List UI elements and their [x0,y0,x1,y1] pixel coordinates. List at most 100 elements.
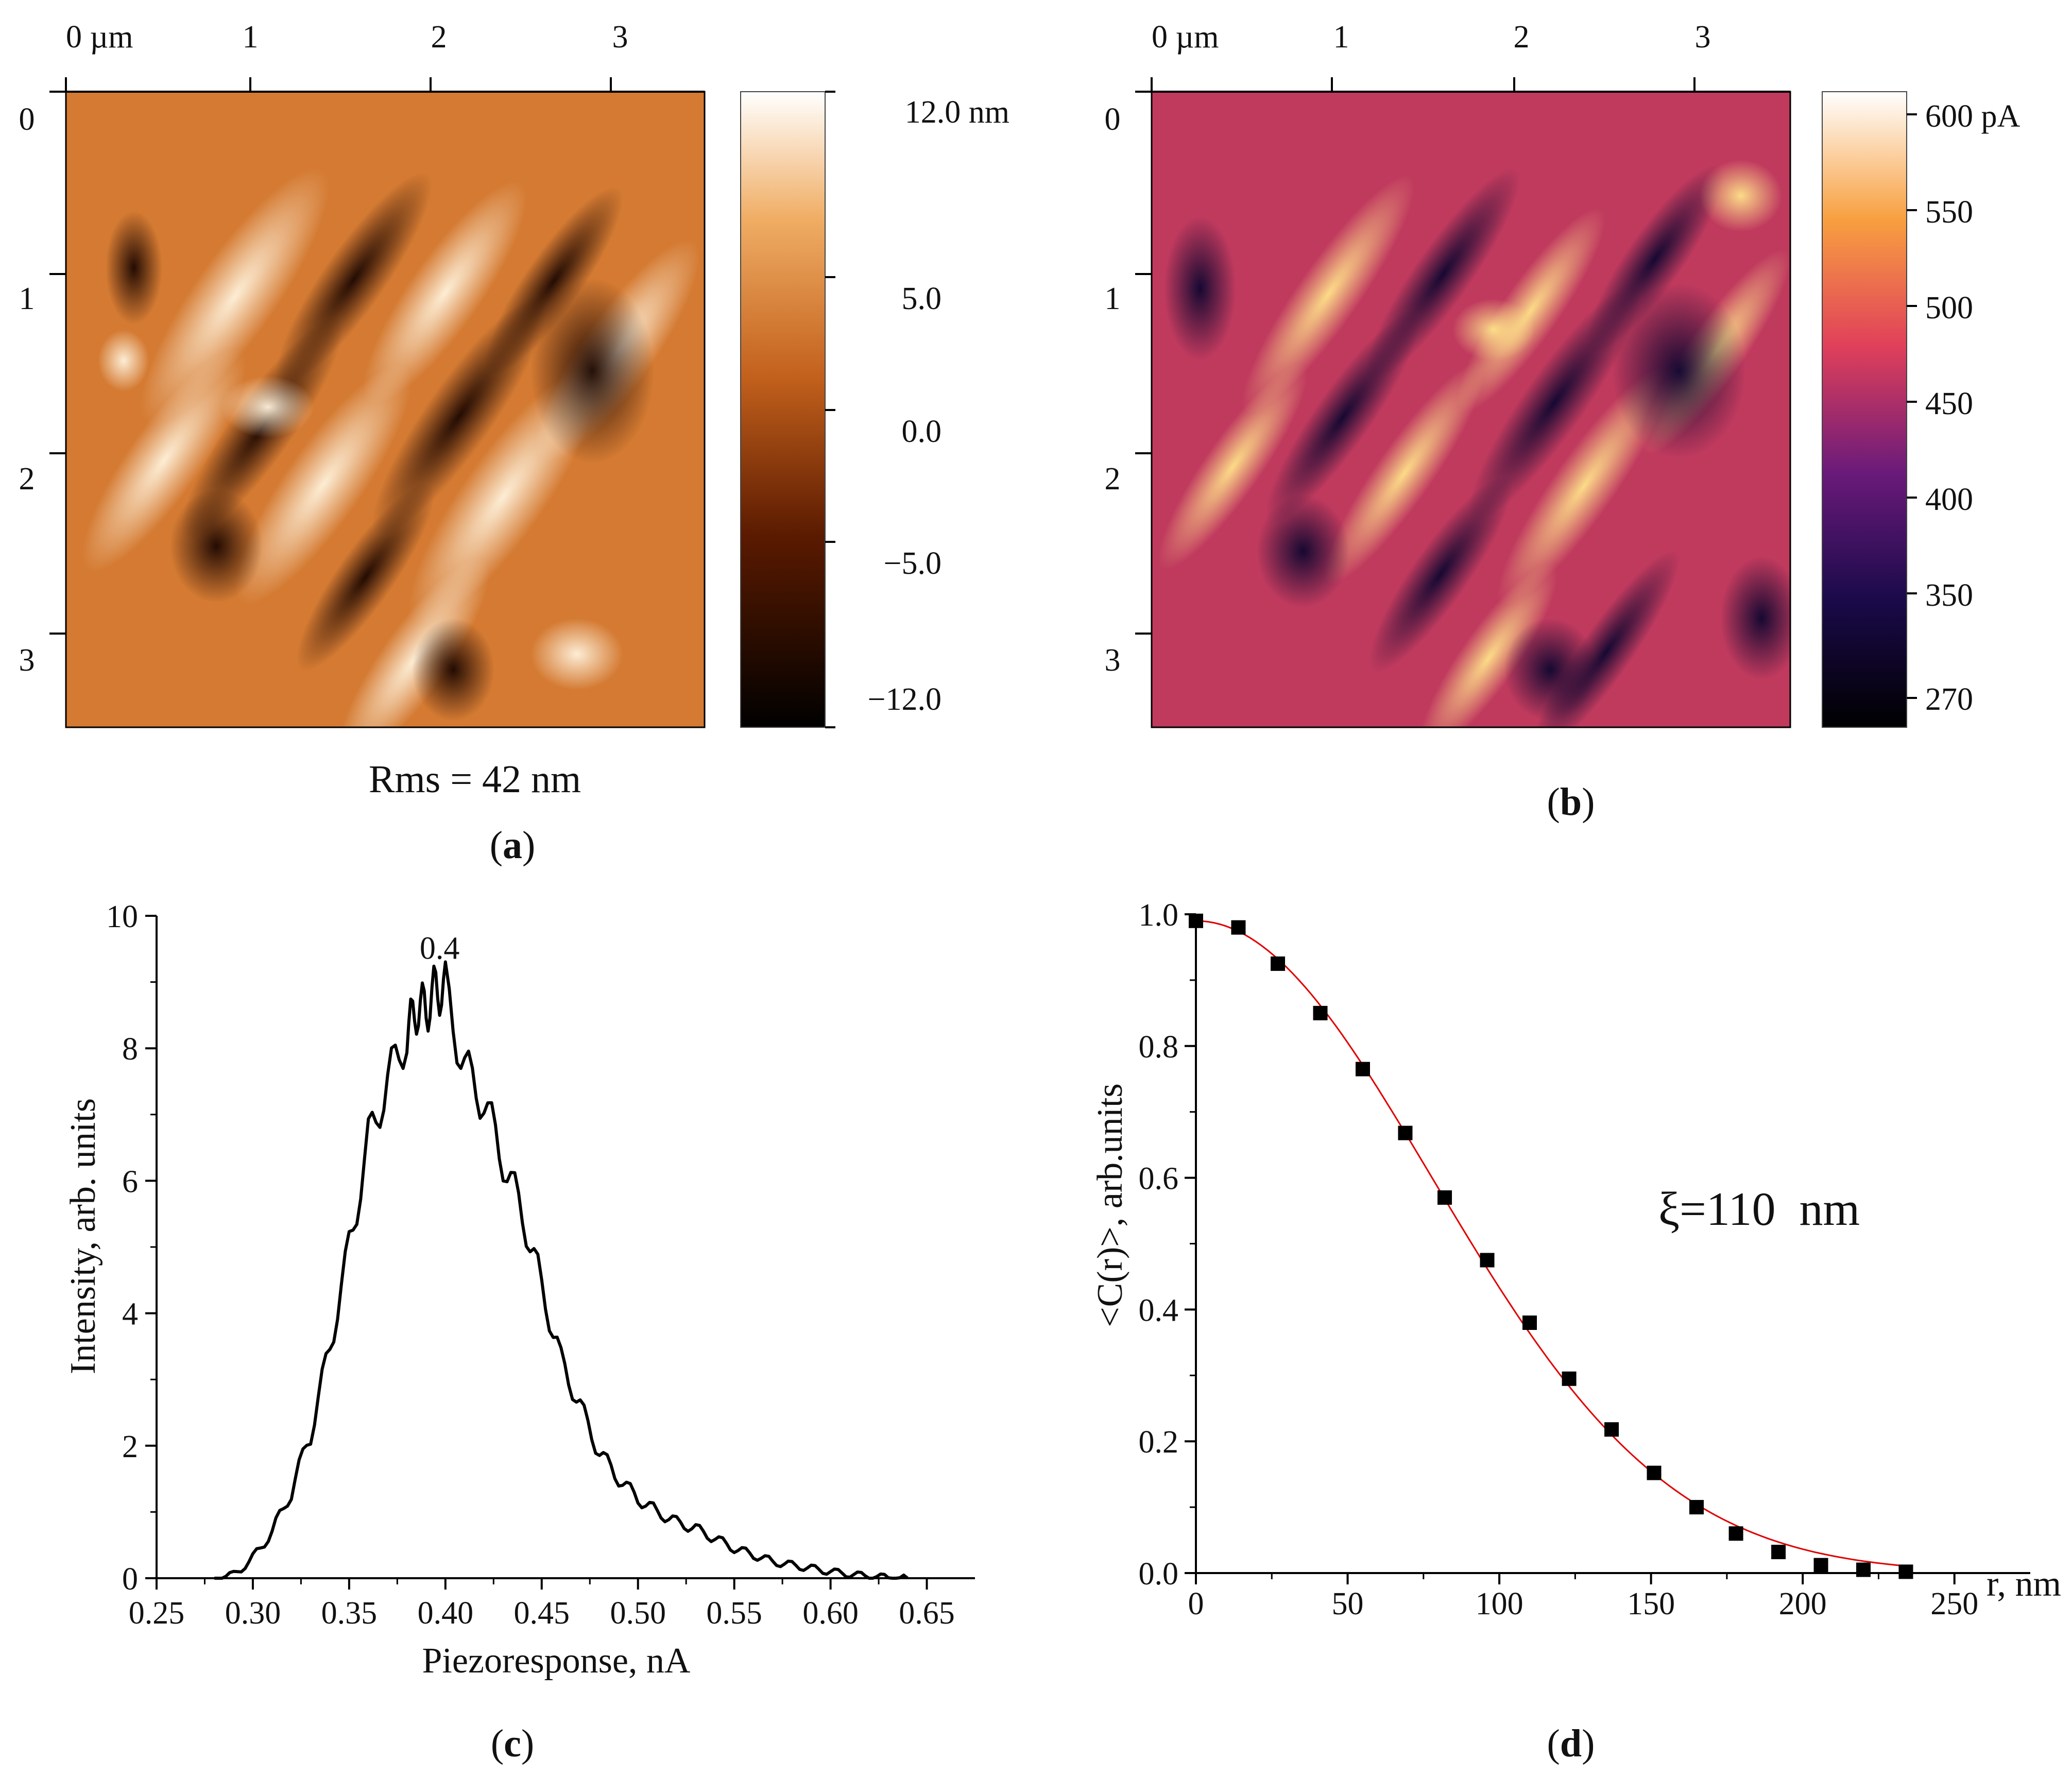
panel-d-caption-letter: d [1560,1722,1582,1765]
panel-d-y-tick-label: 0.2 [1139,1425,1179,1460]
panel-b-caption: (b) [1547,780,1595,824]
panel-c-axes: 0.25 0.30 0.35 0.40 0.45 0.50 0.55 0.60 0.65 0 2 4 6… [106,899,975,1631]
panel-b-colorbar-label: 600 pA [1925,99,2020,134]
panel-c-histogram: 0.25 0.30 0.35 0.40 0.45 0.50 0.55 0.60 0.65 0 2 4 6… [63,899,975,1765]
panel-c-y-tick-label: 6 [122,1164,138,1199]
panel-c-x-tick-label: 0.25 [129,1596,185,1631]
panel-d-y-tick-label: 0.8 [1139,1030,1179,1065]
panel-a-y-tick-label: 1 [19,281,35,316]
panel-a-topography-map: 0 µm 1 2 3 0 1 2 3 12.0 nm 5.0 0.0 −5.0 … [19,20,1010,867]
panel-d-data-point [1604,1422,1619,1437]
panel-b-colorbar-ticks [1907,113,1917,699]
panel-c-caption-letter: c [504,1722,521,1765]
panel-d-y-tick-label: 0.6 [1139,1162,1179,1197]
panel-d-data-point [1689,1500,1704,1515]
panel-c-y-tick-label: 8 [122,1032,138,1067]
panel-b-top-ticks [1151,77,1790,93]
panel-c-x-tick-label: 0.50 [610,1596,666,1631]
panel-a-caption-letter: a [503,824,522,867]
panel-c-x-tick-label: 0.30 [225,1596,281,1631]
panel-d-data-point [1437,1190,1452,1205]
panel-d-data-point [1398,1125,1413,1140]
panel-b-colorbar-label: 550 [1925,195,1973,230]
panel-d-axes: 0 50 100 150 200 250 0.0 0.2 0.4 0.6 0.8 1.0 [1139,898,2030,1621]
panel-c-y-axis-label: Intensity, arb. units [63,1098,103,1374]
panel-a-rms-annotation: Rms = 42 nm [369,758,581,801]
panel-d-data-point [1522,1315,1537,1330]
panel-a-y-tick-label: 3 [19,643,35,678]
panel-a-colorbar [740,91,826,728]
panel-b-caption-letter: b [1560,780,1582,824]
panel-a-y-tick-label: 0 [19,102,35,137]
panel-d-data-point [1813,1558,1828,1573]
panel-b-colorbar-label: 500 [1925,291,1973,326]
panel-a-colorbar-label: 0.0 [902,414,942,449]
panel-d-x-tick-label: 0 [1188,1586,1204,1621]
panel-a-caption: (a) [490,824,536,867]
panel-d-data-point [1771,1545,1786,1560]
panel-c-peak-annotation: 0.4 [420,931,460,966]
panel-d-data-point [1728,1526,1743,1541]
panel-a-y-tick-label: 2 [19,462,35,497]
panel-d-x-tick-label: 200 [1779,1586,1827,1621]
panel-c-caption: (c) [491,1722,534,1765]
panel-b-colorbar-label: 400 [1925,482,1973,517]
panel-b-x-unit-label: 0 µm [1152,20,1219,55]
panel-a-x-unit-label: 0 µm [66,20,133,55]
panel-b-y-tick-label: 0 [1105,102,1121,137]
panel-b-colorbar-label: 270 [1925,682,1973,717]
panel-d-x-tick-label: 250 [1930,1586,1978,1621]
panel-a-colorbar-label: −5.0 [884,546,941,581]
panel-b-x-tick-label: 1 [1333,20,1349,55]
panel-d-data-point [1647,1465,1662,1480]
panel-b-y-tick-label: 2 [1105,462,1121,497]
panel-a-x-tick-label: 1 [243,20,259,55]
panel-a-colorbar-ticks [825,91,835,728]
panel-d-x-tick-label: 100 [1476,1586,1523,1621]
panel-d-fit-curve [1195,920,1906,1567]
panel-d-y-tick-label: 0.4 [1139,1293,1179,1328]
panel-b-current-map: 0 µm 1 2 3 0 1 2 3 600 pA 550 500 450 40… [1105,20,2020,824]
panel-c-x-tick-label: 0.55 [706,1596,762,1631]
panel-c-x-tick-label: 0.35 [321,1596,378,1631]
panel-b-colorbar-label: 450 [1925,386,1973,421]
panel-c-x-tick-label: 0.45 [514,1596,570,1631]
panel-d-caption: (d) [1547,1722,1595,1765]
panel-d-xi-annotation: ξ=110 nm [1658,1183,1860,1235]
panel-d-data-point [1480,1253,1495,1268]
panel-b-left-ticks [1135,91,1152,635]
panel-d-data-point [1231,920,1246,935]
panel-b-y-tick-label: 3 [1105,643,1121,678]
panel-b-colorbar-label: 350 [1925,578,1973,613]
panel-a-x-tick-label: 3 [612,20,628,55]
panel-c-y-tick-label: 0 [122,1562,138,1597]
panel-c-x-tick-label: 0.60 [802,1596,859,1631]
panel-b-y-tick-label: 1 [1105,281,1121,316]
panel-a-left-ticks [49,91,66,635]
panel-d-x-tick-label: 150 [1627,1586,1675,1621]
panel-a-texture [81,167,700,727]
panel-d-y-tick-label: 1.0 [1139,898,1179,933]
panel-c-histogram-line [214,960,909,1580]
panel-b-x-tick-label: 3 [1695,20,1711,55]
panel-d-y-axis-label: <C(r)>, arb.units [1090,1083,1130,1327]
panel-a-colorbar-label: −12.0 [868,682,941,717]
panel-d-data-point [1898,1564,1913,1579]
panel-d-data-point [1189,913,1203,928]
panel-d-data-point [1271,956,1286,971]
panel-d-y-tick-label: 0.0 [1139,1557,1179,1592]
panel-b-colorbar [1822,91,1907,728]
panel-c-y-tick-label: 4 [122,1297,138,1332]
panel-c-plot-area: 0.4 [214,931,909,1580]
panel-d-data-point [1356,1062,1370,1077]
panel-d-data-point [1313,1005,1328,1020]
panel-c-x-tick-label: 0.40 [418,1596,474,1631]
panel-b-texture [1158,160,1790,727]
panel-d-x-axis-label: r, nm [1987,1564,2061,1604]
panel-c-x-tick-label: 0.65 [899,1596,955,1631]
panel-d-data-point [1562,1371,1577,1386]
panel-a-colorbar-label: 12.0 nm [905,95,1009,130]
panel-a-top-ticks [65,77,705,93]
